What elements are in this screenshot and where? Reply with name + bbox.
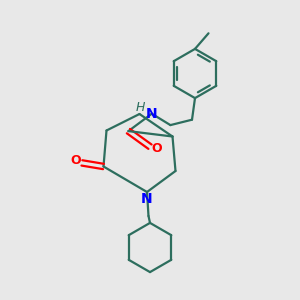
Text: N: N [141, 192, 153, 206]
Text: O: O [70, 154, 81, 167]
Text: H: H [136, 101, 145, 114]
Text: O: O [151, 142, 162, 155]
Text: N: N [146, 107, 158, 121]
